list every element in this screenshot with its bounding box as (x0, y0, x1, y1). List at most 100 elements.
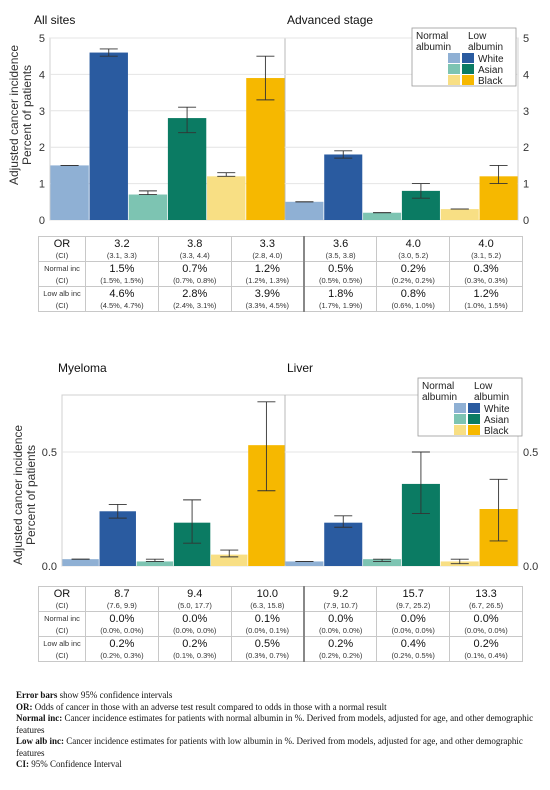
cell-ci: (0.5%, 0.5%) (318, 276, 363, 285)
table-cell: 0.0% (0.0%, 0.0%) (85, 611, 159, 637)
cell-value: 0.8% (400, 288, 426, 300)
table-cell: 9.4 (5.0, 17.7) (157, 586, 232, 612)
cell-value: 0.2% (400, 263, 426, 275)
y-axis-title-line-1: Adjusted cancer incidence (7, 45, 21, 185)
table-row: Low alb inc (CI) 4.6% (4.5%, 4.7%) 2.8% (2.4%… (38, 286, 523, 312)
footnote: OR: Odds of cancer in those with an adve… (16, 702, 536, 714)
legend-swatch-low (462, 64, 474, 74)
bottom-chart-pair: Adjusted cancer incidence Percent of pat… (11, 361, 538, 573)
cell-ci: (4.5%, 4.7%) (100, 301, 144, 310)
table-cell: 0.7% (0.7%, 0.8%) (157, 261, 232, 287)
legend-header-normal: Normal (422, 381, 454, 392)
table-cell: 1.5% (1.5%, 1.5%) (85, 261, 159, 287)
bar-black-normal (211, 554, 248, 566)
cell-value: 0.2% (182, 638, 208, 650)
y-tick-label: 0.0 (523, 561, 538, 573)
legend-swatch-low (468, 425, 480, 435)
cell-ci: (0.0%, 0.0%) (391, 626, 435, 635)
row-label-main: OR (53, 238, 71, 250)
y-tick-label: 4 (523, 69, 529, 81)
panel-title-myeloma: Myeloma (58, 361, 107, 375)
top-chart-pair: Adjusted cancer incidence Percent of pat… (7, 13, 529, 227)
cell-value: 0.2% (109, 638, 135, 650)
table-cell: 3.6 (3.5, 3.8) (302, 236, 378, 262)
y-tick-label: 3 (39, 106, 45, 118)
cell-ci: (0.0%, 0.0%) (100, 626, 144, 635)
panel-title-liver: Liver (287, 361, 313, 375)
table-row: Normal inc (CI) 0.0% (0.0%, 0.0%) 0.0% (0.0%,… (38, 611, 523, 637)
cell-ci: (0.0%, 0.0%) (173, 626, 217, 635)
bar-asian-normal (363, 559, 402, 566)
table-cell: 0.2% (0.1%, 0.3%) (157, 636, 232, 662)
legend-swatch-low (468, 403, 480, 413)
cell-value: 9.2 (333, 588, 349, 600)
cell-ci: (0.2%, 0.2%) (318, 651, 363, 660)
cell-value: 1.2% (254, 263, 280, 275)
bar-asian-normal (128, 194, 168, 220)
bar-white-normal (62, 559, 99, 566)
row-label: Normal inc (CI) (38, 261, 86, 287)
cell-ci: (2.8, 4.0) (252, 251, 283, 260)
legend-label: White (484, 404, 510, 415)
footnote-text: 95% Confidence Interval (29, 759, 122, 769)
table-cell: 3.8 (3.3, 4.4) (157, 236, 232, 262)
y-axis-title-line-1: Adjusted cancer incidence (11, 425, 25, 565)
table-cell: 8.7 (7.6, 9.9) (85, 586, 159, 612)
y-axis-title-line-2: Percent of patients (20, 65, 34, 165)
cell-ci: (0.2%, 0.5%) (391, 651, 435, 660)
cell-value: 3.3 (259, 238, 275, 250)
cell-ci: (1.2%, 1.3%) (245, 276, 289, 285)
row-label-ci: (CI) (55, 626, 69, 635)
y-tick-label: 2 (39, 142, 45, 154)
table-cell: 13.3 (6.7, 26.5) (449, 586, 523, 612)
table-cell: 3.3 (2.8, 4.0) (230, 236, 305, 262)
table-cell: 4.6% (4.5%, 4.7%) (85, 286, 159, 312)
legend-swatch-normal (448, 53, 460, 63)
table-cell: 0.0% (0.0%, 0.0%) (157, 611, 232, 637)
row-label-main: OR (53, 588, 71, 600)
table-cell: 0.2% (0.1%, 0.4%) (449, 636, 523, 662)
cell-ci: (3.3%, 4.5%) (245, 301, 289, 310)
legend-swatch-normal (454, 425, 466, 435)
y-tick-label: 1 (39, 179, 45, 191)
table-cell: 4.0 (3.0, 5.2) (376, 236, 451, 262)
cell-ci: (7.6, 9.9) (106, 601, 137, 610)
footnote-term: Normal inc: (16, 713, 63, 723)
row-label-main: Low alb inc (43, 639, 81, 648)
y-tick-label: 4 (39, 69, 45, 81)
bar-black-low (246, 78, 285, 220)
cell-value: 0.5% (254, 638, 280, 650)
bar-asian-low (167, 118, 207, 220)
cell-ci: (0.3%, 0.7%) (245, 651, 289, 660)
row-label-ci: (CI) (55, 651, 69, 660)
legend-header-normal: albumin (416, 42, 451, 53)
cell-value: 0.5% (328, 263, 354, 275)
cell-ci: (0.0%, 0.0%) (318, 626, 363, 635)
bar-black-normal (440, 209, 479, 220)
table-cell: 0.0% (0.0%, 0.0%) (302, 611, 378, 637)
row-label: Normal inc (CI) (38, 611, 86, 637)
table-cell: 0.5% (0.5%, 0.5%) (302, 261, 378, 287)
legend-swatch-low (462, 53, 474, 63)
cell-ci: (0.0%, 0.1%) (245, 626, 289, 635)
cell-value: 1.2% (473, 288, 499, 300)
legend-header-normal: albumin (422, 392, 457, 403)
cell-ci: (0.2%, 0.3%) (100, 651, 144, 660)
footnotes: Error bars show 95% confidence intervals… (16, 690, 536, 771)
row-label: OR (CI) (38, 586, 86, 612)
cell-value: 13.3 (475, 588, 497, 600)
cell-value: 0.0% (182, 613, 208, 625)
table-row: Low alb inc (CI) 0.2% (0.2%, 0.3%) 0.2% (0.1%… (38, 636, 523, 662)
row-label-ci: (CI) (55, 301, 69, 310)
table-cell: 0.2% (0.2%, 0.2%) (302, 636, 378, 662)
bottom-axes: 0.0 0.5 0.0 0.5 (42, 394, 538, 573)
legend-swatch-normal (448, 75, 460, 85)
cell-value: 0.0% (473, 613, 499, 625)
footnote-term: Error bars (16, 690, 58, 700)
footnote-text: Cancer incidence estimates for patients … (16, 736, 523, 758)
row-label-main: Normal inc (44, 614, 80, 623)
cell-ci: (0.3%, 0.3%) (464, 276, 508, 285)
table-cell: 0.3% (0.3%, 0.3%) (449, 261, 523, 287)
